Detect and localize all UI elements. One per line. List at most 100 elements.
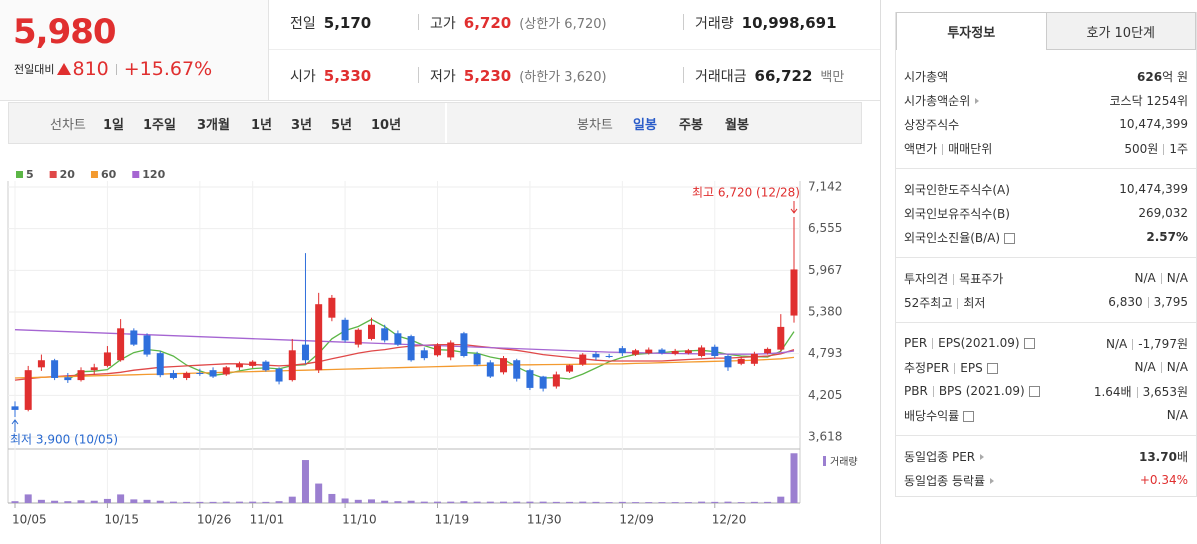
help-icon[interactable] (963, 410, 975, 422)
divider (683, 67, 684, 83)
candle-body (51, 360, 59, 378)
stat-label: 거래대금 (695, 69, 747, 85)
unit: 배 (1176, 449, 1188, 464)
label-text: PBR (904, 384, 928, 398)
candle-body (671, 351, 679, 354)
y-tick-label: 5,967 (808, 263, 842, 277)
interval-button[interactable]: 월봉 (725, 118, 749, 133)
label-text: EPS(2021.09) (938, 336, 1020, 350)
volume-bar (367, 499, 375, 503)
info-value: 10,474,399 (1119, 182, 1188, 196)
candle-body (37, 360, 45, 368)
info-row: PBR BPS (2021.09) 1.64배 3,653원 (896, 379, 1196, 403)
period-button[interactable]: 1주일 (143, 118, 176, 133)
period-button[interactable]: 3개월 (197, 118, 230, 133)
tab[interactable]: 호가 10단계 (1045, 12, 1196, 50)
label-text: 액면가 (904, 141, 938, 156)
period-button[interactable]: 1년 (251, 118, 273, 133)
volume-bar (790, 453, 798, 503)
volume-bar (711, 501, 719, 503)
help-icon[interactable] (986, 362, 998, 374)
help-icon[interactable] (1004, 232, 1016, 244)
x-tick-label: 12/20 (712, 513, 747, 527)
info-row: 외국인한도주식수(A) 10,474,399 (896, 177, 1196, 201)
volume-bar (407, 500, 415, 503)
label-text: 외국인소진율(B/A) (904, 230, 1001, 245)
value-text: 13.70 (1138, 449, 1177, 464)
volume-bar (77, 500, 85, 503)
candle-body (618, 348, 626, 354)
volume-bar (341, 498, 349, 503)
candle-body (420, 350, 428, 359)
toolbar-divider (445, 103, 447, 143)
legend-label: 20 (60, 168, 76, 181)
candle-body (698, 347, 706, 356)
candle-body (645, 349, 653, 354)
volume-label: 거래량 (830, 456, 858, 468)
candle-body (301, 344, 309, 361)
volume-bar (473, 501, 481, 503)
value-text: 10,474,399 (1119, 182, 1188, 196)
value-text: 1주 (1169, 141, 1188, 156)
volume-bar (579, 501, 587, 503)
candle-body (315, 304, 323, 371)
candle-body (367, 324, 375, 339)
volume-bar (37, 499, 45, 503)
info-label: PER EPS(2021.09) (904, 336, 1035, 350)
value-text: 1.64배 (1093, 384, 1132, 399)
candle-body (196, 373, 204, 375)
stat: 고가 6,720 (상한가 6,720) (430, 13, 607, 33)
stat-value: 5,170 (323, 14, 372, 32)
info-group: 외국인한도주식수(A) 10,474,399 외국인보유주식수(B) 269,032 외… (896, 169, 1196, 258)
volume-bar (51, 500, 59, 503)
x-tick-label: 10/05 (12, 513, 47, 527)
label-text: 시가총액순위 (904, 93, 971, 108)
candle-body (552, 374, 560, 387)
interval-button[interactable]: 주봉 (679, 118, 703, 133)
interval-button[interactable]: 일봉 (633, 118, 657, 133)
info-group: PER EPS(2021.09) N/A -1,797원 추정PER EPS N/A N/A P… (896, 323, 1196, 436)
info-label: 액면가 매매단위 (904, 140, 992, 157)
help-icon[interactable] (1023, 338, 1035, 349)
arrow-icon (975, 98, 980, 104)
volume-bar (394, 501, 402, 503)
value-text: 269,032 (1138, 206, 1188, 220)
value-text: 500원 (1124, 141, 1159, 156)
volume-bar (552, 501, 560, 503)
volume-bar (24, 494, 32, 503)
value-text: N/A (1134, 271, 1156, 285)
volume-bar (169, 501, 177, 503)
info-value: 10,474,399 (1119, 117, 1188, 131)
x-tick-label: 12/09 (619, 513, 654, 527)
y-tick-label: 7,142 (808, 180, 842, 194)
stat-value: 66,722 (754, 67, 813, 85)
stat: 거래대금 66,722 백만 (695, 66, 844, 86)
value-text: -1,797원 (1138, 336, 1188, 351)
info-label: 투자의견 목표주가 (904, 270, 1003, 287)
candle-body (169, 373, 177, 378)
change-label: 전일대비 (14, 63, 55, 76)
divider (954, 362, 956, 374)
info-value: N/A (1167, 408, 1188, 422)
stat-label: 저가 (430, 69, 456, 85)
x-tick-label: 10/26 (197, 513, 232, 527)
help-icon[interactable] (1028, 386, 1040, 397)
volume-bar (605, 502, 613, 503)
tab[interactable]: 투자정보 (896, 12, 1046, 50)
label-text: 52주최고 (904, 295, 953, 310)
info-value: 13.70배 (1139, 448, 1188, 465)
info-label: 외국인소진율(B/A) (904, 229, 1016, 246)
volume-bar (235, 501, 243, 503)
period-button[interactable]: 3년 (291, 118, 313, 133)
info-value: 269,032 (1138, 206, 1188, 220)
unit: 억 원 (1162, 69, 1188, 84)
label-text: EPS (960, 360, 983, 375)
info-label: 동일업종 등락률 (904, 472, 995, 489)
info-label: 동일업종 PER (904, 448, 985, 465)
candle-body (235, 363, 243, 368)
label-text: BPS (2021.09) (938, 384, 1025, 398)
period-button[interactable]: 5년 (331, 118, 353, 133)
period-button[interactable]: 10년 (371, 118, 402, 133)
period-button[interactable]: 1일 (103, 118, 125, 133)
info-label: 52주최고 최저 (904, 294, 985, 311)
